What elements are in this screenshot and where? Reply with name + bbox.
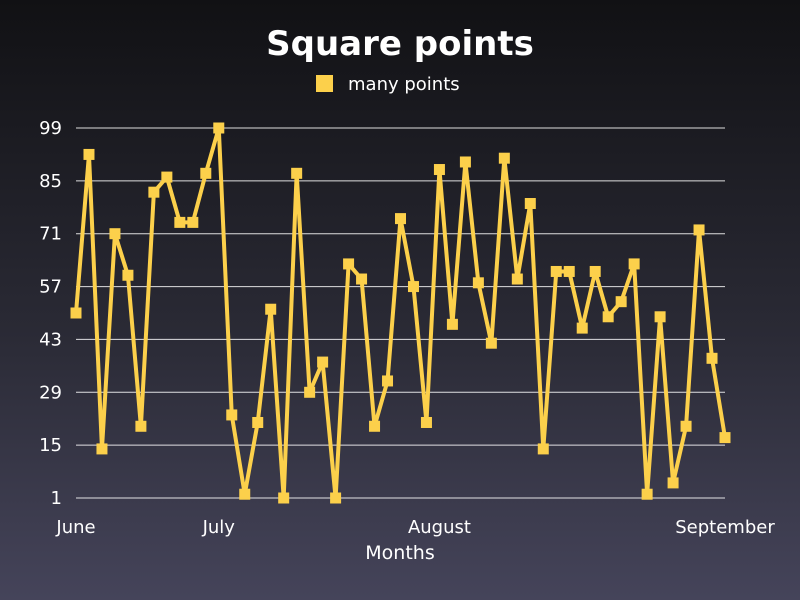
data-point — [420, 416, 432, 428]
data-point — [459, 156, 471, 168]
y-tick-label: 29 — [39, 382, 62, 403]
data-point — [135, 420, 147, 432]
data-point — [433, 164, 445, 176]
data-point — [550, 265, 562, 277]
data-point — [213, 122, 225, 134]
y-tick-label: 85 — [39, 171, 62, 192]
data-point — [576, 322, 588, 334]
data-point — [226, 409, 238, 421]
data-point — [369, 420, 381, 432]
data-point — [446, 318, 458, 330]
legend: many points — [316, 74, 460, 95]
data-point — [109, 228, 121, 240]
data-point — [330, 492, 342, 504]
data-point — [317, 356, 329, 368]
data-point — [148, 186, 160, 198]
data-point — [291, 167, 303, 179]
data-point — [524, 198, 536, 210]
data-point — [161, 171, 173, 183]
chart-title: Square points — [266, 24, 534, 64]
data-point — [304, 386, 316, 398]
y-tick-label: 57 — [39, 277, 62, 298]
data-point — [356, 273, 368, 285]
data-point — [187, 216, 199, 228]
series-line-many-points — [74, 126, 727, 500]
data-point — [589, 265, 601, 277]
data-point — [265, 303, 277, 315]
data-point — [395, 213, 406, 225]
data-point — [511, 273, 523, 285]
data-point — [628, 258, 640, 270]
data-point — [70, 307, 82, 319]
series-points — [70, 122, 731, 504]
y-tick-label: 71 — [39, 224, 62, 245]
y-tick-label: 1 — [51, 488, 62, 509]
data-point — [602, 311, 614, 323]
legend-label: many points — [348, 74, 460, 95]
legend-swatch — [316, 75, 333, 92]
data-point — [343, 258, 355, 270]
data-point — [485, 337, 497, 349]
data-point — [667, 477, 679, 489]
data-point — [83, 148, 95, 160]
data-point — [680, 420, 692, 432]
x-axis-ticks: June July August September — [55, 517, 775, 538]
data-point — [278, 492, 290, 504]
data-point — [200, 167, 212, 179]
data-point — [537, 443, 549, 455]
data-point — [615, 296, 627, 308]
x-tick-label: July — [202, 517, 236, 538]
data-point — [252, 416, 264, 428]
data-point — [498, 152, 510, 164]
x-tick-label: June — [55, 517, 95, 538]
x-tick-label: September — [675, 517, 775, 538]
data-point — [96, 443, 108, 455]
data-point — [641, 488, 653, 500]
data-point — [563, 265, 575, 277]
data-point — [472, 277, 484, 289]
y-tick-label: 15 — [39, 435, 62, 456]
y-tick-label: 43 — [39, 329, 62, 350]
data-point — [719, 432, 731, 444]
x-tick-label: August — [408, 517, 471, 538]
y-tick-label: 99 — [39, 118, 62, 139]
data-point — [174, 216, 186, 228]
data-point — [239, 488, 251, 500]
grid-lines — [76, 127, 725, 499]
data-point — [382, 375, 394, 387]
data-point — [706, 352, 718, 364]
data-point — [407, 281, 419, 293]
data-point — [693, 224, 705, 236]
data-point — [654, 311, 666, 323]
y-axis-ticks: 1 15 29 43 57 71 85 99 — [39, 118, 62, 509]
data-point — [122, 269, 134, 281]
x-axis-label: Months — [365, 542, 434, 564]
